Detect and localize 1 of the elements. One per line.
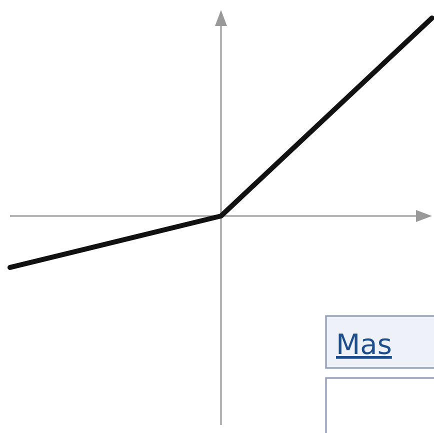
text: Mas: [336, 328, 392, 361]
